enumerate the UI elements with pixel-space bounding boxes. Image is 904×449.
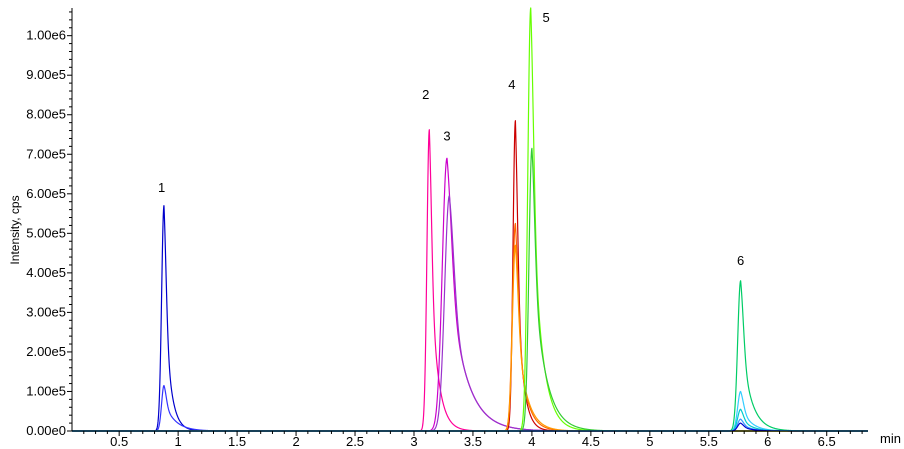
x-tick-label: 3	[410, 434, 417, 449]
y-tick-label: 1.00e6	[26, 28, 66, 43]
chromatogram-trace-8	[71, 244, 869, 432]
y-axis: 0.00e0 1.00e5 2.00e5 3.00e5 4.00e5 5.00e5 6.00…	[26, 8, 73, 438]
x-tick-label: 2	[292, 434, 299, 449]
y-tick-label: 3.00e5	[26, 304, 66, 319]
y-tick-label: 5.00e5	[26, 225, 66, 240]
y-tick-label: 1.00e5	[26, 383, 66, 398]
chromatogram-trace-1	[71, 205, 869, 432]
x-tick-label: 0.5	[110, 434, 128, 449]
peak-annotations: 1 2 3 4 5 6	[158, 10, 744, 268]
y-tick-label: 2.00e5	[26, 344, 66, 359]
x-tick-label: 5	[646, 434, 653, 449]
chromatogram-trace-9	[71, 7, 869, 432]
peak-label-6: 6	[737, 253, 744, 268]
x-tick-label: 2.5	[346, 434, 364, 449]
y-tick-label: 7.00e5	[26, 146, 66, 161]
y-tick-label: 4.00e5	[26, 265, 66, 280]
y-tick-label: 8.00e5	[26, 107, 66, 122]
peak-label-3: 3	[443, 128, 450, 143]
chromatogram-trace-11	[71, 280, 869, 432]
x-tick-label: 4.5	[582, 434, 600, 449]
x-tick-label: 1.5	[228, 434, 246, 449]
x-tick-label: 6.5	[818, 434, 836, 449]
peak-label-5: 5	[542, 10, 549, 25]
chromatogram-traces	[71, 7, 869, 432]
x-axis: 0.5 1 1.5 2 2.5 3 3.5 4 4.5 5 5.5 6 6.5	[72, 430, 868, 449]
chromatogram-trace-5	[71, 195, 869, 432]
chromatogram-trace-7	[71, 222, 869, 432]
x-tick-label: 4	[528, 434, 535, 449]
y-tick-label: 9.00e5	[26, 67, 66, 82]
x-axis-unit-label: min	[880, 431, 901, 446]
x-tick-label: 6	[764, 434, 771, 449]
x-tick-label: 3.5	[464, 434, 482, 449]
x-tick-label: 1	[175, 434, 182, 449]
peak-label-2: 2	[422, 87, 429, 102]
peak-label-1: 1	[158, 180, 165, 195]
y-axis-label: Intensity, cps	[8, 195, 22, 264]
peak-label-4: 4	[508, 77, 515, 92]
x-tick-label: 5.5	[700, 434, 718, 449]
y-tick-label: 0.00e0	[26, 423, 66, 438]
y-tick-label: 6.00e5	[26, 186, 66, 201]
